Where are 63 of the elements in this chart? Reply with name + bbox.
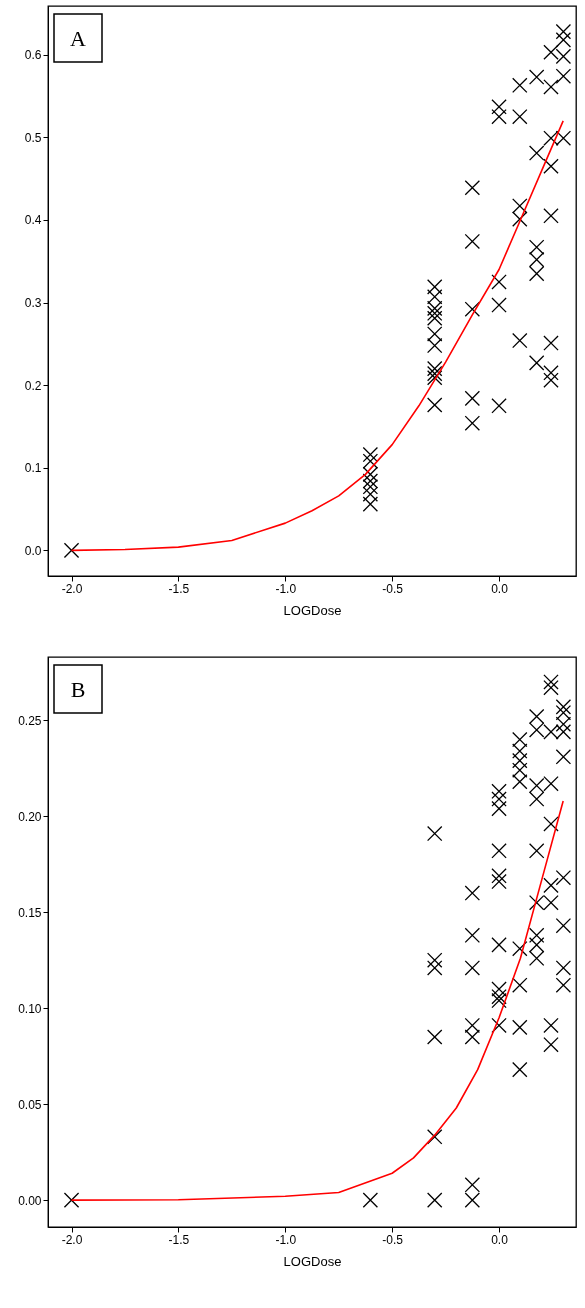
x-tick-label: -2.0 bbox=[61, 581, 83, 596]
y-tick-label: 0.20 bbox=[18, 809, 42, 824]
x-tick-label: -2.0 bbox=[61, 1232, 83, 1247]
y-tick-label: 0.15 bbox=[18, 905, 42, 920]
point bbox=[512, 108, 528, 125]
point bbox=[543, 372, 559, 388]
point bbox=[555, 130, 572, 146]
point bbox=[555, 23, 572, 40]
x-tick-label: -1.0 bbox=[275, 1232, 297, 1247]
x-tick-label: -0.5 bbox=[382, 581, 404, 596]
point bbox=[528, 69, 545, 85]
point bbox=[464, 180, 481, 196]
y-tick-label: 0.5 bbox=[24, 130, 42, 145]
x-axis-title: LOGDose bbox=[283, 1253, 342, 1269]
x-tick-label: -0.5 bbox=[382, 1232, 404, 1247]
point bbox=[464, 390, 481, 407]
y-tick-label: 0.4 bbox=[24, 213, 42, 228]
point bbox=[426, 365, 443, 382]
line-series bbox=[70, 120, 564, 552]
point bbox=[426, 370, 443, 386]
x-tick-label: 0.0 bbox=[491, 581, 509, 596]
point bbox=[543, 365, 559, 381]
x-tick-label: -1.0 bbox=[275, 581, 297, 596]
y-tick-label: 0.3 bbox=[24, 296, 42, 311]
y-tick-label: 0.10 bbox=[18, 1001, 42, 1016]
y-tick-label: 0.25 bbox=[18, 713, 42, 728]
point bbox=[543, 208, 559, 224]
point bbox=[426, 397, 443, 413]
y-tick-label: 0.00 bbox=[18, 1193, 42, 1208]
point bbox=[464, 233, 481, 250]
point bbox=[512, 77, 528, 94]
annotation: B bbox=[70, 677, 86, 702]
x-tick-label: -1.5 bbox=[168, 1232, 190, 1247]
point bbox=[464, 415, 481, 431]
point bbox=[543, 130, 559, 146]
point bbox=[512, 332, 528, 349]
point bbox=[491, 274, 507, 290]
point bbox=[543, 158, 559, 174]
point bbox=[555, 68, 572, 84]
annotation: A bbox=[70, 26, 87, 51]
point bbox=[543, 44, 559, 60]
y-tick-label: 0.1 bbox=[24, 461, 42, 476]
x-tick-label: 0.0 bbox=[491, 1232, 509, 1247]
point bbox=[491, 108, 507, 125]
x-axis-title: LOGDose bbox=[283, 602, 342, 618]
point bbox=[528, 145, 545, 161]
point bbox=[543, 335, 559, 351]
point bbox=[426, 360, 443, 377]
line-series bbox=[70, 800, 564, 1201]
point bbox=[543, 79, 559, 95]
point bbox=[528, 355, 545, 371]
y-tick-label: 0.2 bbox=[24, 378, 42, 393]
point bbox=[491, 297, 507, 313]
point bbox=[362, 446, 379, 463]
point bbox=[426, 279, 443, 295]
y-tick-label: 0.0 bbox=[24, 543, 42, 558]
y-tick-label: 0.6 bbox=[24, 48, 42, 63]
y-tick-label: 0.05 bbox=[18, 1097, 42, 1112]
x-tick-label: -1.5 bbox=[168, 581, 190, 596]
point bbox=[464, 301, 481, 317]
point bbox=[491, 398, 507, 414]
point bbox=[63, 542, 80, 559]
point bbox=[491, 99, 507, 115]
